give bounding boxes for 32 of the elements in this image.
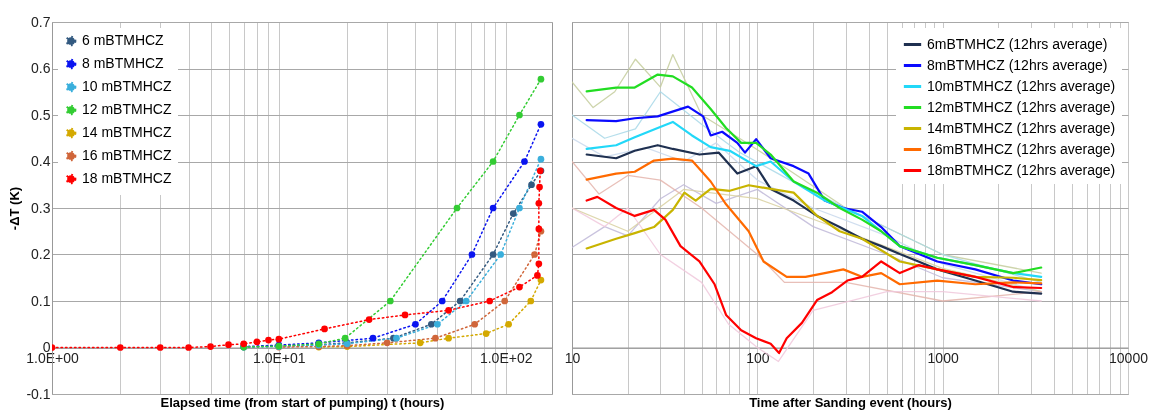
y-tick-label: 0	[42, 339, 51, 355]
legend-label: 8mBTMHCZ (12hrs average)	[927, 56, 1108, 73]
legend-label: 12mBTMHCZ (12hrs average)	[927, 98, 1116, 115]
legend-label: 6mBTMHCZ (12hrs average)	[927, 35, 1108, 52]
x-tick-label: 100	[746, 350, 770, 366]
y-axis-title: -ΔT (K)	[7, 186, 23, 231]
y-tick-label: 0.1	[31, 292, 51, 309]
legend-label: 14 mBTMHCZ	[82, 124, 172, 140]
x-tick-label: 1.0E+02	[479, 350, 533, 366]
legend-label: 14mBTMHCZ (12hrs average)	[927, 119, 1116, 136]
y-tick-label: 0.2	[31, 246, 51, 262]
y-tick-label: 0.5	[31, 106, 51, 123]
legend-label: 18mBTMHCZ (12hrs average)	[927, 161, 1116, 178]
y-tick-label: 0.6	[31, 60, 51, 76]
legend-label: 16mBTMHCZ (12hrs average)	[927, 140, 1116, 157]
y-tick-label: -0.1	[26, 385, 51, 402]
x-tick-label: 10	[564, 350, 581, 366]
legend-label: 10mBTMHCZ (12hrs average)	[927, 77, 1116, 94]
legend-label: 10 mBTMHCZ	[82, 78, 172, 94]
legend-label: 12 mBTMHCZ	[82, 101, 172, 117]
legend-label: 16 mBTMHCZ	[82, 147, 172, 163]
x-axis-title: Time after Sanding event (hours)	[749, 394, 952, 410]
x-tick-label: 1.0E+01	[253, 350, 306, 366]
legend-label: 8 mBTMHCZ	[82, 55, 165, 71]
legend-label: 6 mBTMHCZ	[82, 32, 165, 48]
y-tick-label: 0.7	[31, 13, 51, 30]
x-tick-label: 1000	[927, 350, 959, 366]
y-tick-label: 0.3	[31, 199, 51, 216]
legend-label: 18 mBTMHCZ	[82, 170, 172, 186]
x-axis-title: Elapsed time (from start of pumping) t (hours)	[160, 394, 445, 410]
x-tick-label: 10000	[1109, 350, 1149, 366]
y-tick-label: 0.4	[31, 153, 51, 169]
